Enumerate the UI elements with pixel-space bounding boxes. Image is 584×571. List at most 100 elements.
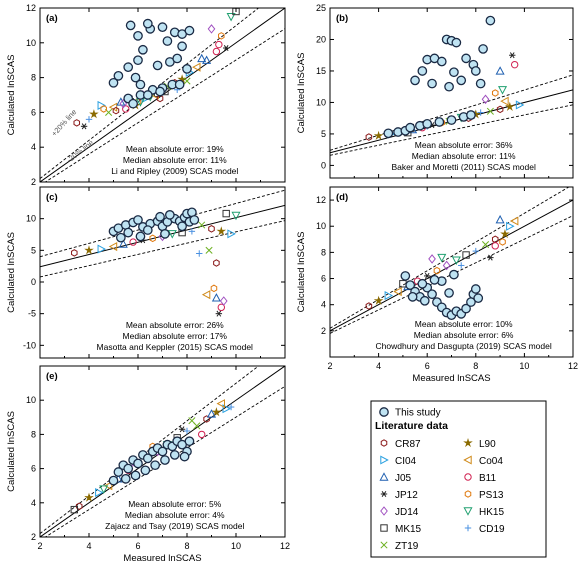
literature-point (365, 133, 373, 141)
this-study-point (478, 44, 488, 54)
y-tick-label: 6 (321, 274, 326, 284)
this-study-point (157, 22, 168, 32)
legend-marker (464, 490, 472, 498)
literature-point (477, 109, 484, 116)
literature-point (216, 399, 225, 409)
x-tick-label: 10 (519, 361, 529, 371)
y-tick-label: 15 (316, 66, 326, 76)
x-tick-label: 4 (86, 541, 91, 551)
legend-marker (380, 541, 388, 549)
literature-point (481, 94, 490, 105)
this-study-point (165, 210, 175, 220)
literature-point (495, 214, 505, 224)
literature-point (481, 240, 490, 249)
literature-point (487, 254, 494, 261)
error-stat: Mean absolute error: 26% (126, 320, 224, 330)
legend-label: Co04 (479, 456, 503, 467)
this-study-point (133, 30, 143, 41)
legend-this-study: This study (395, 408, 441, 419)
literature-point (95, 488, 104, 498)
legend-label: CI04 (395, 456, 417, 467)
this-study-point (140, 465, 151, 476)
this-study-point (182, 64, 192, 74)
literature-point (458, 262, 465, 269)
y-tick-label: 5 (321, 129, 326, 139)
x-axis-label: Measured lnSCAS (123, 553, 201, 564)
literature-point (183, 77, 191, 85)
model-name: Masotta and Keppler (2015) SCAS model (97, 342, 254, 352)
literature-point (215, 310, 223, 317)
lower-error-line (40, 220, 285, 278)
this-study-point (405, 280, 416, 290)
y-tick-label: 8 (31, 429, 36, 439)
literature-point (213, 259, 220, 267)
literature-point (505, 101, 515, 111)
this-study-point (135, 231, 146, 242)
literature-point (122, 105, 130, 113)
this-study-point (434, 117, 445, 127)
plot-area (40, 8, 285, 182)
this-study-point (405, 122, 416, 133)
y-axis-label: Calculated lnSCAS (6, 232, 17, 313)
y-axis-label: Calculated lnSCAS (6, 411, 17, 492)
this-study-point (449, 269, 459, 280)
this-study-point (113, 71, 124, 81)
literature-point (223, 45, 230, 52)
legend-literature-title: Literature data (375, 420, 448, 432)
this-study-point (160, 455, 170, 465)
this-study-point (461, 303, 471, 314)
legend-label: ZT19 (395, 541, 419, 552)
x-tick-label: 8 (473, 361, 478, 371)
legend-label: B11 (479, 473, 496, 484)
this-study-point (160, 229, 170, 239)
legend-marker (463, 437, 473, 448)
literature-point (496, 105, 504, 114)
error-stat: Mean absolute error: 19% (126, 144, 224, 154)
this-study-point (444, 81, 454, 92)
literature-point (73, 119, 81, 127)
this-study-point (108, 475, 119, 486)
literature-point (437, 253, 447, 263)
this-study-point (116, 232, 126, 243)
literature-point (509, 52, 516, 59)
this-study-point (189, 215, 200, 225)
legend-marker (464, 473, 472, 481)
literature-point (178, 426, 186, 433)
legend-label: JP12 (395, 490, 418, 501)
panel-label: (e) (46, 371, 58, 382)
literature-point (99, 485, 109, 494)
this-study-point (485, 15, 496, 26)
y-tick-label: 5 (31, 245, 36, 255)
plot-area (330, 187, 573, 334)
literature-point (472, 247, 479, 255)
this-study-point (133, 55, 143, 66)
legend-marker (464, 524, 472, 532)
literature-point (227, 403, 235, 411)
literature-point (198, 430, 206, 439)
panel-e: 2 4 6 8 10 12 2 4 6 8 10 Calculated lnSCAS Measured … (6, 365, 290, 564)
legend-marker (380, 490, 388, 498)
panel-label: (c) (46, 192, 58, 203)
model-name: Baker and Moretti (2011) SCAS model (391, 162, 536, 172)
literature-point (515, 100, 525, 110)
literature-point (183, 427, 191, 435)
literature-point (499, 238, 506, 246)
literature-point (433, 266, 441, 275)
lower-error-line (330, 104, 573, 156)
y-tick-label: 10 (316, 97, 326, 107)
literature-point (495, 66, 505, 75)
y-tick-label: 20 (316, 34, 326, 44)
legend-label: JD14 (395, 507, 419, 518)
this-study-point (172, 53, 183, 64)
this-study-point (422, 119, 433, 129)
this-study-point (446, 115, 457, 125)
lower-error-line (44, 385, 285, 537)
literature-point (506, 221, 515, 231)
literature-point (207, 24, 216, 34)
literature-point (201, 290, 211, 300)
this-study-point (177, 221, 187, 232)
x-tick-label: 8 (184, 541, 189, 551)
this-study-point (473, 293, 484, 304)
y-tick-label: 6 (31, 107, 36, 117)
